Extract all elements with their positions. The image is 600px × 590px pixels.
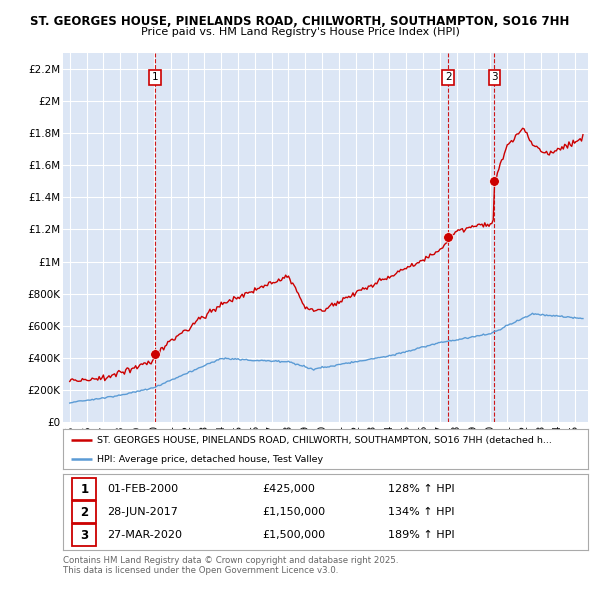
Text: 189% ↑ HPI: 189% ↑ HPI xyxy=(389,530,455,540)
Text: Price paid vs. HM Land Registry's House Price Index (HPI): Price paid vs. HM Land Registry's House … xyxy=(140,27,460,37)
Text: 128% ↑ HPI: 128% ↑ HPI xyxy=(389,484,455,494)
Text: 3: 3 xyxy=(80,529,88,542)
Text: ST. GEORGES HOUSE, PINELANDS ROAD, CHILWORTH, SOUTHAMPTON, SO16 7HH: ST. GEORGES HOUSE, PINELANDS ROAD, CHILW… xyxy=(31,15,569,28)
Text: £425,000: £425,000 xyxy=(263,484,316,494)
FancyBboxPatch shape xyxy=(73,478,96,500)
Text: £1,150,000: £1,150,000 xyxy=(263,507,326,517)
Text: 3: 3 xyxy=(491,72,498,82)
Text: 1: 1 xyxy=(80,483,88,496)
Text: 1: 1 xyxy=(152,72,158,82)
FancyBboxPatch shape xyxy=(73,502,96,523)
Text: HPI: Average price, detached house, Test Valley: HPI: Average price, detached house, Test… xyxy=(97,454,323,464)
FancyBboxPatch shape xyxy=(73,525,96,546)
Text: 134% ↑ HPI: 134% ↑ HPI xyxy=(389,507,455,517)
Text: 28-JUN-2017: 28-JUN-2017 xyxy=(107,507,179,517)
Text: 01-FEB-2000: 01-FEB-2000 xyxy=(107,484,179,494)
Text: 2: 2 xyxy=(445,72,451,82)
Text: 27-MAR-2020: 27-MAR-2020 xyxy=(107,530,182,540)
Text: Contains HM Land Registry data © Crown copyright and database right 2025.
This d: Contains HM Land Registry data © Crown c… xyxy=(63,556,398,575)
Text: ST. GEORGES HOUSE, PINELANDS ROAD, CHILWORTH, SOUTHAMPTON, SO16 7HH (detached h.: ST. GEORGES HOUSE, PINELANDS ROAD, CHILW… xyxy=(97,435,552,445)
Text: 2: 2 xyxy=(80,506,88,519)
Text: £1,500,000: £1,500,000 xyxy=(263,530,326,540)
